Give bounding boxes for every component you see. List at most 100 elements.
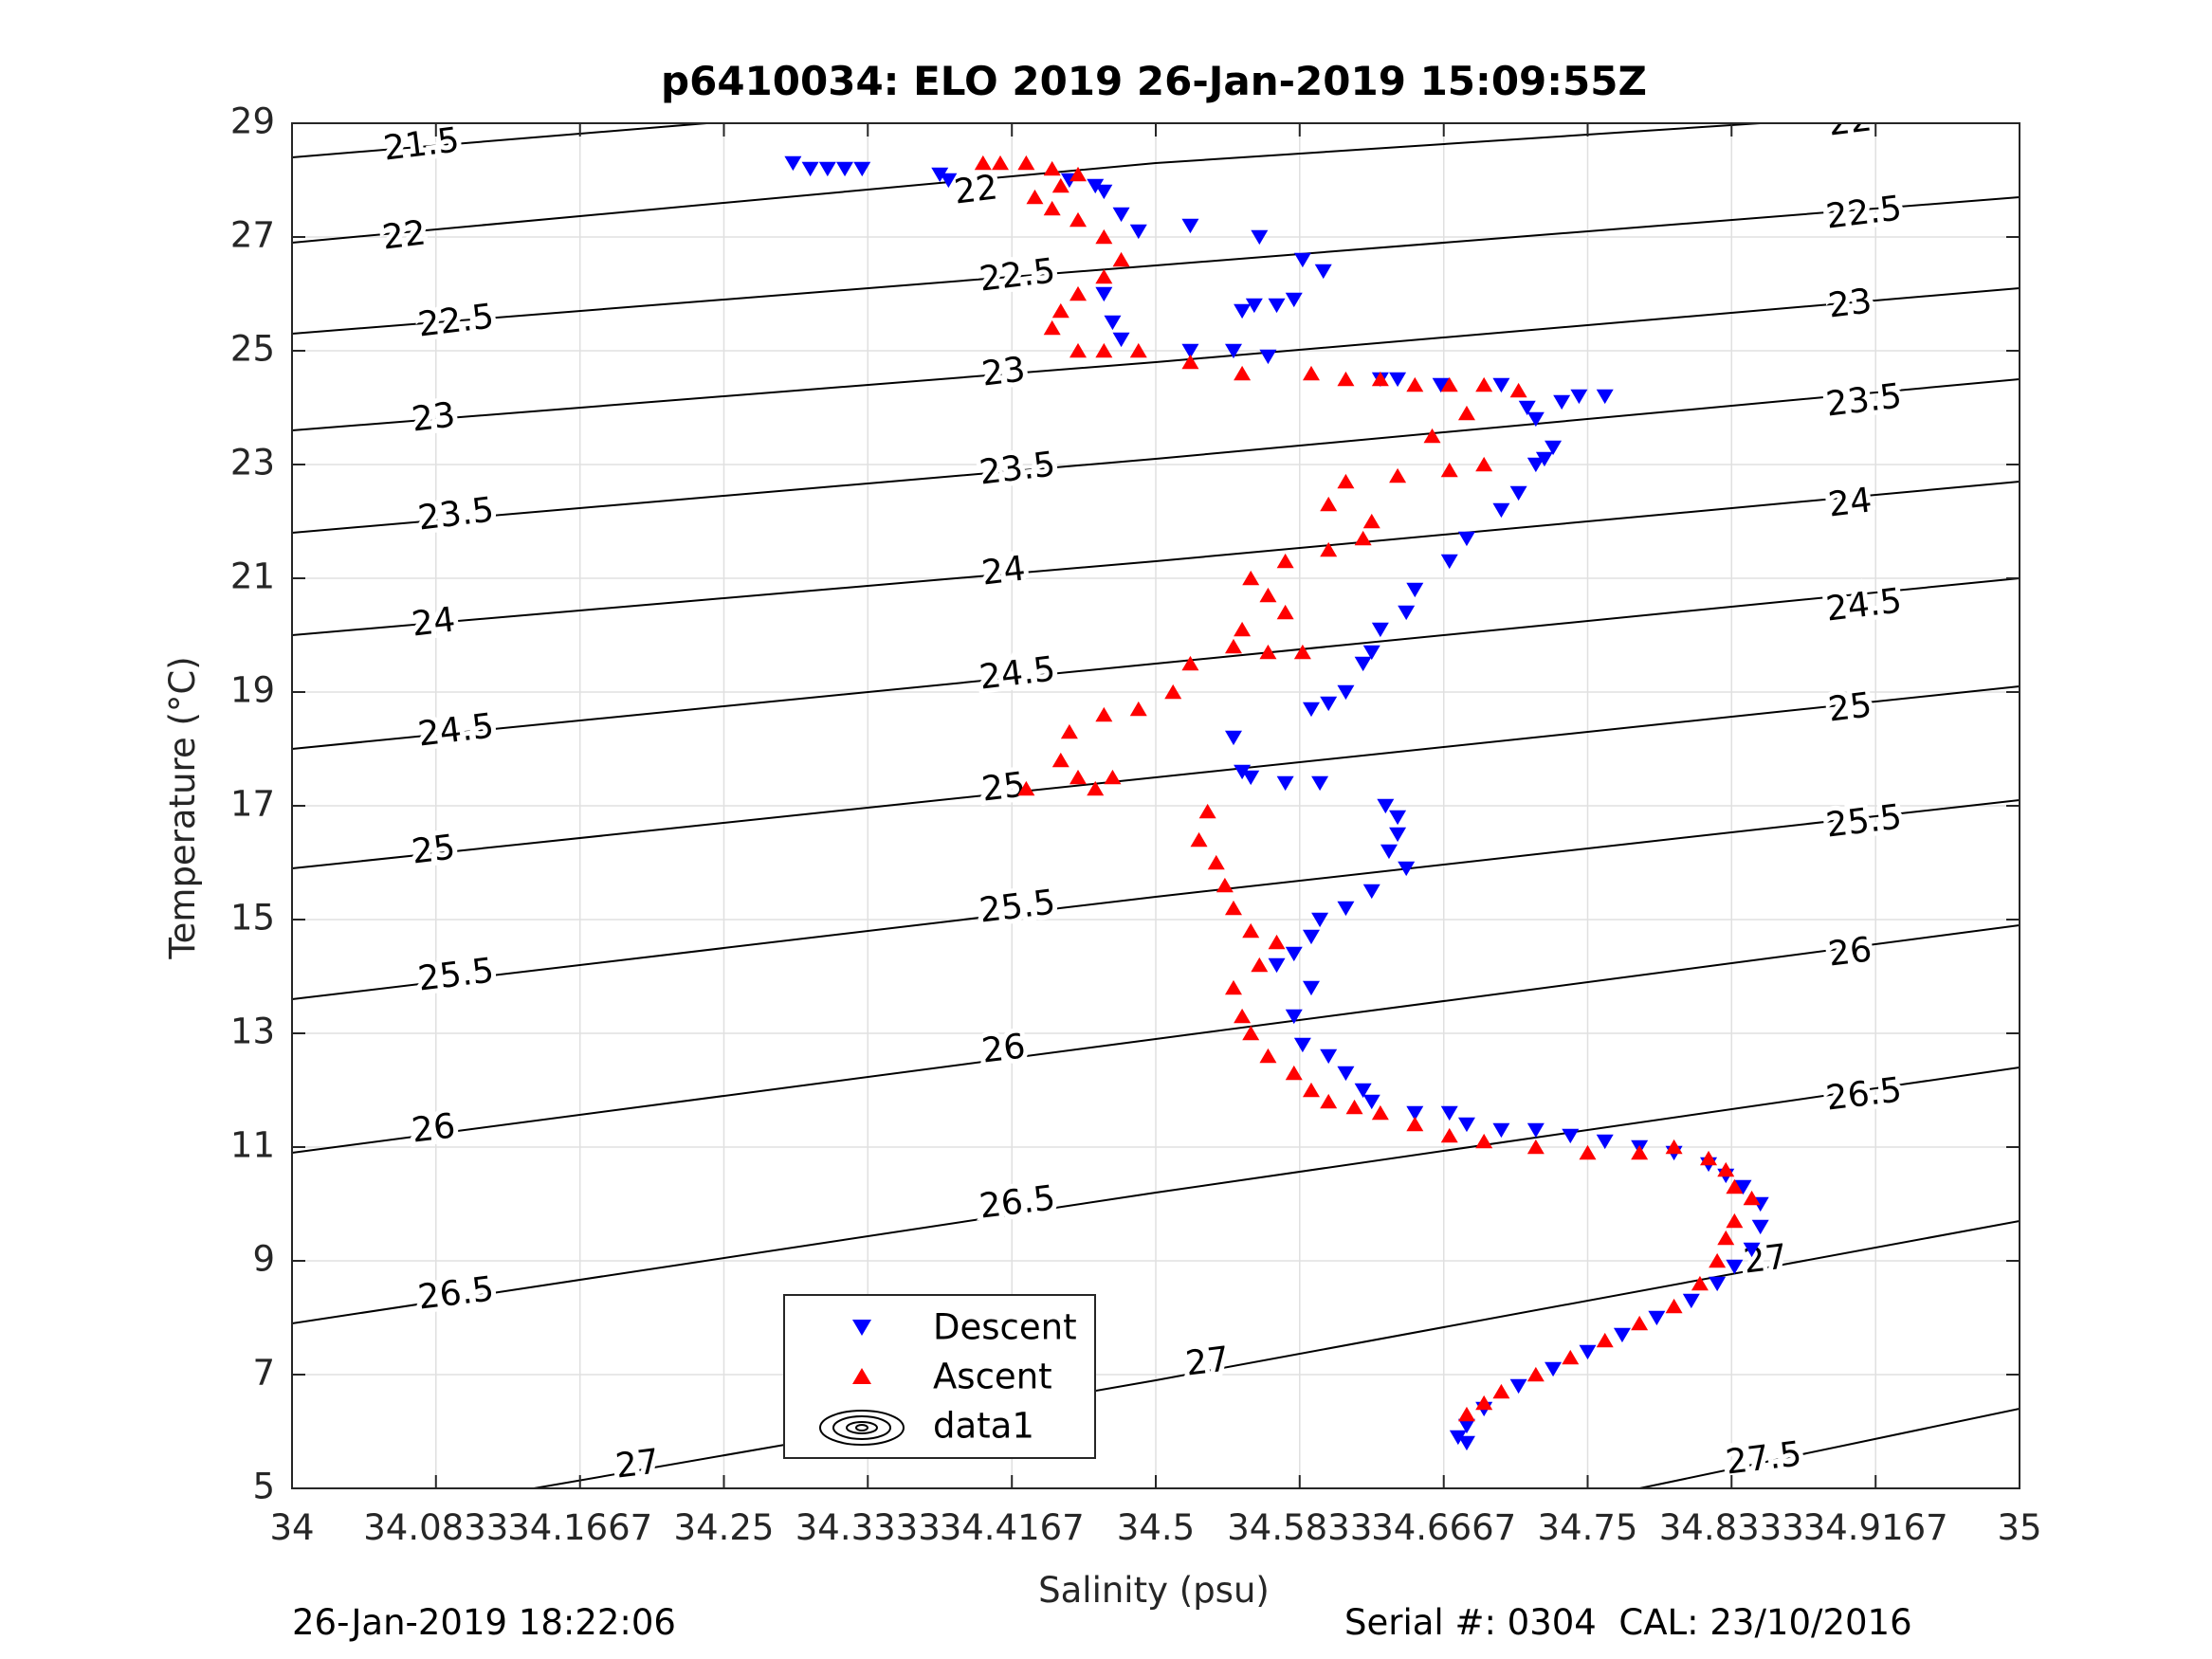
ascent-point bbox=[1700, 1150, 1718, 1166]
ascent-point bbox=[1087, 780, 1105, 796]
ascent-point bbox=[1017, 780, 1035, 796]
descent-point bbox=[801, 161, 819, 177]
ascent-point bbox=[1259, 587, 1277, 603]
descent-point bbox=[1432, 377, 1450, 393]
x-tick-label: 34.0833 bbox=[363, 1507, 508, 1548]
ascent-point bbox=[1069, 211, 1088, 228]
ascent-point bbox=[1216, 877, 1234, 893]
ascent-point bbox=[1475, 376, 1493, 392]
descent-point bbox=[1526, 411, 1545, 428]
descent-point bbox=[1457, 531, 1475, 547]
ascent-point bbox=[1104, 769, 1122, 785]
descent-point bbox=[1440, 1105, 1458, 1121]
ascent-point bbox=[1406, 376, 1424, 392]
x-tick-label: 34 bbox=[269, 1507, 314, 1548]
descent-point bbox=[1440, 554, 1458, 570]
ascent-point bbox=[1362, 513, 1380, 529]
legend-box bbox=[783, 1294, 1096, 1459]
ascent-point bbox=[1259, 1048, 1277, 1064]
density-contour-line bbox=[292, 196, 2020, 335]
density-contour-line bbox=[292, 1066, 2020, 1324]
descent-point bbox=[1354, 1083, 1372, 1099]
ascent-point bbox=[1242, 1025, 1260, 1041]
ascent-point bbox=[1051, 177, 1069, 193]
contour-label: 24 bbox=[410, 600, 457, 644]
descent-point bbox=[853, 161, 871, 177]
descent-point bbox=[818, 161, 836, 177]
density-contour-line bbox=[533, 1220, 2020, 1488]
legend-ascent-label: Ascent bbox=[933, 1357, 1052, 1397]
x-tick-label: 34.5 bbox=[1117, 1507, 1195, 1548]
descent-point bbox=[1709, 1276, 1727, 1292]
ascent-point bbox=[1631, 1315, 1649, 1331]
ascent-point bbox=[1726, 1178, 1744, 1194]
y-tick-label: 11 bbox=[230, 1125, 275, 1166]
legend-contour-icon bbox=[855, 1424, 868, 1431]
legend-descent-marker bbox=[852, 1320, 871, 1336]
ascent-point bbox=[1069, 342, 1088, 358]
chart-title: p6410034: ELO 2019 26-Jan-2019 15:09:55Z bbox=[661, 58, 1647, 104]
ascent-point bbox=[1069, 285, 1088, 301]
descent-point bbox=[1526, 457, 1545, 473]
descent-point bbox=[836, 161, 854, 177]
x-tick-label: 34.4167 bbox=[940, 1507, 1085, 1548]
descent-point bbox=[1302, 980, 1320, 996]
ascent-point bbox=[1345, 1099, 1363, 1115]
ascent-point bbox=[1198, 803, 1216, 819]
descent-point bbox=[1389, 372, 1407, 388]
y-tick-label: 15 bbox=[230, 898, 275, 939]
descent-point bbox=[784, 155, 802, 172]
ascent-point bbox=[1526, 1139, 1545, 1155]
legend-ascent-marker bbox=[852, 1368, 871, 1384]
ascent-point bbox=[1224, 638, 1242, 654]
ascent-point bbox=[1579, 1144, 1597, 1160]
y-tick-label: 5 bbox=[252, 1467, 275, 1507]
contour-label: 23 bbox=[979, 350, 1027, 393]
y-tick-label: 23 bbox=[230, 443, 275, 483]
ascent-point bbox=[1069, 769, 1088, 785]
y-tick-label: 21 bbox=[230, 556, 275, 597]
descent-point bbox=[1251, 229, 1269, 246]
ascent-point bbox=[1234, 1008, 1252, 1024]
descent-point bbox=[1596, 1134, 1614, 1150]
contour-label: 25 bbox=[410, 828, 457, 871]
ascent-point bbox=[1207, 854, 1225, 870]
density-contour-line bbox=[292, 799, 2020, 1000]
ascent-point bbox=[1371, 1104, 1389, 1121]
descent-point bbox=[1398, 861, 1416, 877]
descent-point bbox=[1234, 764, 1252, 780]
descent-point bbox=[1095, 286, 1113, 302]
ascent-point bbox=[1371, 371, 1389, 387]
contour-label: 24 bbox=[979, 549, 1027, 592]
density-contour-line bbox=[292, 924, 2020, 1154]
descent-point bbox=[1751, 1219, 1769, 1235]
descent-point bbox=[1181, 218, 1199, 234]
ascent-series bbox=[974, 155, 1761, 1422]
legend-descent-label: Descent bbox=[933, 1307, 1077, 1348]
ascent-point bbox=[1112, 251, 1130, 267]
contour-label: 26 bbox=[1826, 930, 1874, 974]
descent-point bbox=[1406, 582, 1424, 598]
ascent-point bbox=[1069, 166, 1088, 182]
descent-point bbox=[1648, 1310, 1666, 1326]
ascent-point bbox=[1717, 1161, 1735, 1177]
descent-point bbox=[1337, 901, 1355, 917]
descent-point bbox=[1509, 1378, 1527, 1395]
ascent-point bbox=[1251, 957, 1269, 973]
y-tick-label: 29 bbox=[230, 101, 275, 142]
descent-point bbox=[1553, 394, 1571, 410]
descent-point bbox=[1293, 1037, 1311, 1053]
ascent-point bbox=[1129, 342, 1147, 358]
legend-contour-icon bbox=[819, 1410, 905, 1446]
descent-point bbox=[1285, 1009, 1303, 1025]
y-tick-label: 17 bbox=[230, 784, 275, 825]
ascent-point bbox=[1389, 467, 1407, 483]
ascent-point bbox=[1095, 268, 1113, 284]
contour-label: 25 bbox=[979, 765, 1027, 809]
ascent-point bbox=[1190, 831, 1208, 848]
x-tick-label: 34.9167 bbox=[1803, 1507, 1948, 1548]
descent-point bbox=[1518, 400, 1536, 416]
ascent-point bbox=[1259, 644, 1277, 660]
descent-point bbox=[931, 167, 949, 183]
ascent-point bbox=[974, 155, 992, 171]
